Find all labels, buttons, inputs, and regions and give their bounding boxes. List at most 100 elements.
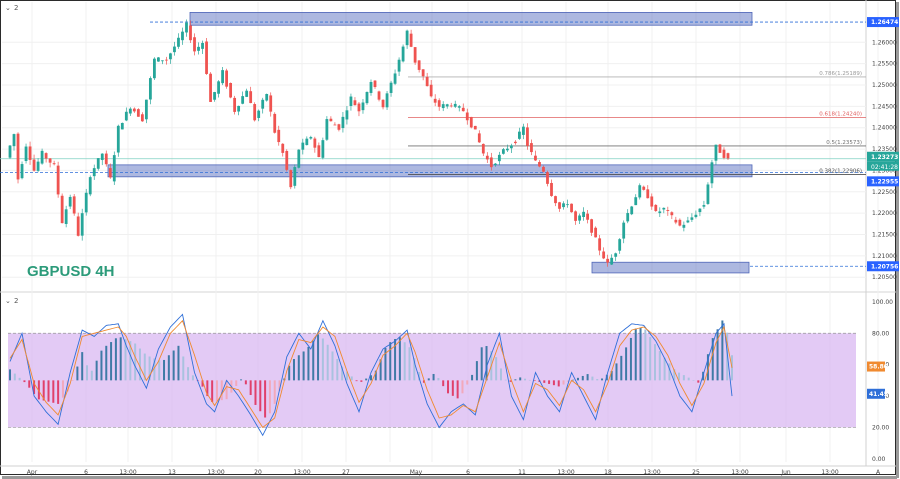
candle-up xyxy=(80,213,84,236)
histogram-bar-up xyxy=(418,371,421,381)
candle-down xyxy=(425,76,429,87)
histogram-bar-up xyxy=(629,337,632,381)
histogram-bar-down xyxy=(442,380,445,387)
histogram-bar-down xyxy=(28,380,31,388)
candle-down xyxy=(189,25,192,41)
candle-down xyxy=(48,158,52,163)
candle-up xyxy=(36,161,40,171)
histogram-bar-down xyxy=(466,380,469,385)
price-tick: 1.22000 xyxy=(872,210,897,217)
histogram-bar-up xyxy=(706,354,709,381)
histogram-bar-up xyxy=(605,374,608,381)
candle-down xyxy=(654,204,658,211)
top-price-badge-text: 1.26474 xyxy=(871,19,898,26)
histogram-bar-down xyxy=(456,380,459,399)
candle-down xyxy=(449,105,453,107)
last-price-badge-text: 1.23273 xyxy=(871,154,898,161)
histogram-bar-down xyxy=(23,380,26,383)
histogram-bar-up xyxy=(331,351,334,381)
chevron-icon[interactable]: ⌄ xyxy=(5,4,11,12)
candle-down xyxy=(333,124,337,126)
histogram-bar-up xyxy=(321,338,324,381)
fib-label: 0.618(1.24240) xyxy=(819,111,862,117)
candle-up xyxy=(213,92,216,100)
candle-down xyxy=(60,195,64,224)
candle-down xyxy=(670,212,674,216)
candle-down xyxy=(281,143,285,153)
low-zone xyxy=(591,261,750,274)
histogram-bar-down xyxy=(268,380,271,414)
osc-orange-badge xyxy=(867,361,885,372)
candle-up xyxy=(453,103,457,107)
candle-up xyxy=(88,177,92,195)
histogram-bar-up xyxy=(292,359,295,381)
price-tick: 1.24000 xyxy=(872,125,897,132)
candle-up xyxy=(325,119,329,140)
time-tick: 13:00 xyxy=(207,469,224,476)
histogram-bar-down xyxy=(562,380,565,385)
chevron-icon[interactable]: ⌄ xyxy=(5,297,11,305)
candle-down xyxy=(538,162,541,167)
histogram-bar-down xyxy=(201,380,204,387)
fib-levels: 0.786(1.25189) 0.618(1.24240) 0.5(1.23573)… xyxy=(408,71,866,175)
histogram-bar-up xyxy=(403,342,406,381)
histogram-bar-up xyxy=(105,345,108,381)
candle-down xyxy=(481,143,485,154)
histogram-bar-up xyxy=(653,344,656,381)
histogram-bar-up xyxy=(591,376,594,381)
histogram-bar-up xyxy=(374,370,377,381)
histogram-bar-up xyxy=(678,372,681,381)
histogram-bar-up xyxy=(480,347,483,381)
histogram-bar-down xyxy=(249,380,252,396)
candle-down xyxy=(678,219,682,226)
histogram-bar-down xyxy=(567,380,570,383)
candle-down xyxy=(269,95,273,112)
candle-up xyxy=(217,81,220,94)
candle-down xyxy=(590,219,594,233)
candle-down xyxy=(72,196,76,214)
histogram-bar-down xyxy=(461,380,464,394)
osc-pane-collapse[interactable]: 2 xyxy=(14,297,18,305)
histogram-bar-up xyxy=(317,334,320,381)
candle-down xyxy=(465,112,469,121)
time-tick: A xyxy=(876,469,881,476)
candle-down xyxy=(52,163,56,165)
candle-up xyxy=(124,111,128,121)
histogram-bar-up xyxy=(586,374,589,381)
histogram-bar-up xyxy=(191,375,194,381)
histogram-bar-up xyxy=(504,379,507,381)
candle-up xyxy=(293,167,297,186)
candle-up xyxy=(385,93,389,108)
candle-down xyxy=(253,104,257,121)
histogram-bar-down xyxy=(360,380,363,382)
candle-down xyxy=(534,155,537,161)
candle-down xyxy=(104,153,108,165)
histogram-bar-down xyxy=(244,380,247,385)
histogram-bar-up xyxy=(345,371,348,381)
histogram-bar-up xyxy=(18,377,21,381)
price-tick: 1.26000 xyxy=(872,39,897,46)
main-pane-collapse[interactable]: 2 xyxy=(14,4,18,12)
candle-up xyxy=(197,46,200,51)
candle-up xyxy=(361,102,365,111)
candle-down xyxy=(225,70,228,87)
histogram-bar-up xyxy=(644,329,647,381)
candle-down xyxy=(377,91,381,100)
time-tick: 13 xyxy=(168,469,176,476)
fib-label: 0.786(1.25189) xyxy=(819,71,862,77)
histogram-bar-up xyxy=(394,339,397,381)
candle-up xyxy=(297,149,301,168)
time-tick: 13:00 xyxy=(557,469,574,476)
candle-up xyxy=(497,154,501,162)
countdown-badge xyxy=(867,161,899,171)
histogram-bar-down xyxy=(220,380,223,401)
histogram-bar-up xyxy=(389,342,392,381)
histogram-bar-up xyxy=(687,377,690,381)
candle-down xyxy=(353,100,357,106)
candle-up xyxy=(562,203,565,208)
histogram-bar-down xyxy=(42,380,45,401)
candle-up xyxy=(522,126,525,135)
candle-up xyxy=(457,106,461,108)
